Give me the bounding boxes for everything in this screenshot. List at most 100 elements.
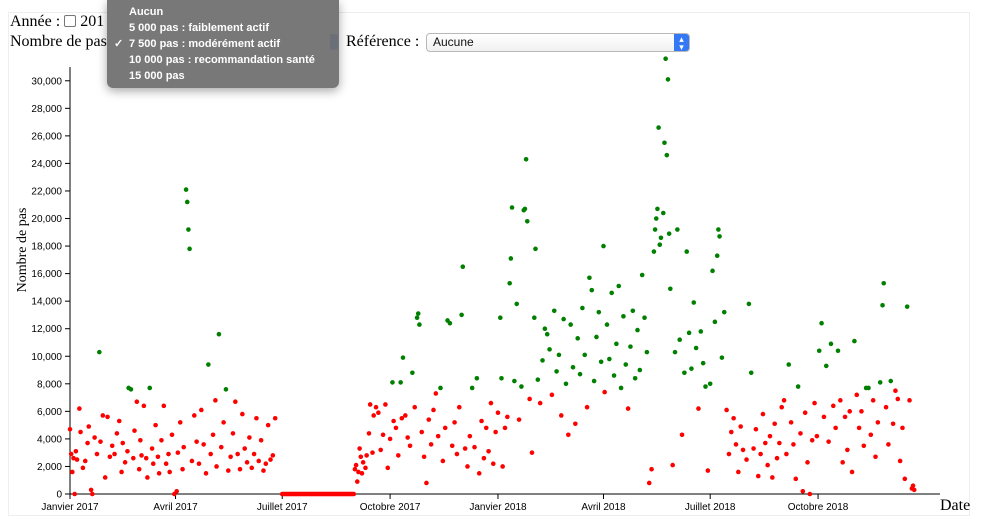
data-point [859,409,864,414]
y-tick-label: 14,000 [31,297,62,308]
data-point [167,469,172,475]
data-point [367,402,373,407]
data-point [838,398,843,403]
data-point [602,389,607,395]
data-point [272,415,278,421]
data-point [419,429,425,435]
data-point [486,449,491,454]
data-point [707,381,713,387]
y-tick-label: 6,000 [37,407,62,418]
data-point [726,451,732,457]
dropdown-item-5000[interactable]: 5 000 pas : faiblement actif [107,20,339,36]
data-point [639,272,645,278]
data-point [621,314,626,319]
data-point [223,387,229,392]
data-point [440,458,446,464]
data-point [535,377,541,382]
data-point [405,435,410,440]
data-point [700,360,706,366]
data-point [498,315,503,320]
data-point [698,329,704,334]
data-point [561,316,566,322]
data-point [519,384,524,389]
year-checkbox[interactable] [64,15,77,27]
data-point [71,455,76,461]
data-point [263,461,269,466]
data-point [826,439,831,444]
data-point [594,334,599,340]
data-point [237,466,243,472]
data-point [67,426,73,432]
data-point [556,352,562,358]
data-point [86,424,92,429]
x-tick-label: Octobre 2018 [788,502,849,513]
data-point [762,440,768,446]
dropdown-item-15000[interactable]: 15 000 pas [107,68,339,84]
data-point [213,398,218,403]
x-axis-label: Date [940,497,970,514]
data-point [360,460,366,465]
reference-select[interactable]: Aucune ▴ ▾ [426,33,690,52]
data-point [359,471,365,476]
data-point [658,235,664,241]
data-point [218,444,224,450]
dropdown-item-7500[interactable]: ✓ 7 500 pas : modérément actif [107,36,339,52]
data-point [265,422,271,428]
data-point [261,468,266,473]
data-point [251,451,257,457]
steps-control: Nombre de pas [10,33,107,51]
data-point [424,480,429,486]
dropdown-item-aucun[interactable]: Aucun [107,4,339,20]
data-point [221,420,226,425]
data-point [809,437,815,443]
data-point [502,425,508,431]
data-point [352,466,358,472]
data-point [902,476,908,482]
data-point [354,479,360,484]
data-point [816,348,822,354]
x-tick-label: Janvier 2018 [469,502,527,513]
data-point [717,234,722,239]
data-point [665,77,671,82]
data-point [134,399,140,405]
data-point [105,414,110,420]
data-point [575,336,580,341]
data-point [159,437,164,443]
data-point [524,218,530,224]
data-point [793,476,799,482]
data-point [469,385,475,391]
data-point [721,309,727,315]
data-point [663,56,668,62]
data-point [393,425,399,431]
data-point [573,421,578,427]
data-point [547,347,552,352]
data-point [163,461,169,466]
data-point [442,425,448,431]
data-point [774,455,780,461]
dropdown-item-10000[interactable]: 10 000 pas : recommandation santé [107,52,339,68]
y-tick-label: 12,000 [31,324,62,335]
data-point [625,406,631,411]
data-point [147,385,153,391]
data-point [598,359,604,365]
data-point [72,491,77,497]
data-point [175,450,181,455]
data-point [74,457,80,462]
y-tick-label: 30,000 [31,76,62,87]
data-point [399,415,405,421]
data-point [186,227,191,232]
data-point [454,451,460,457]
data-point [784,451,789,457]
data-point [97,349,102,355]
data-point [174,488,179,494]
data-point [675,227,680,232]
data-point [549,392,555,398]
steps-label: Nombre de pas [10,33,107,50]
data-point [666,231,672,236]
dropdown-item-label: 7 500 pas : modérément actif [129,38,281,50]
data-point [812,400,817,406]
data-point [155,454,161,460]
data-point [216,331,222,337]
data-point [242,446,248,451]
data-point [77,406,82,411]
